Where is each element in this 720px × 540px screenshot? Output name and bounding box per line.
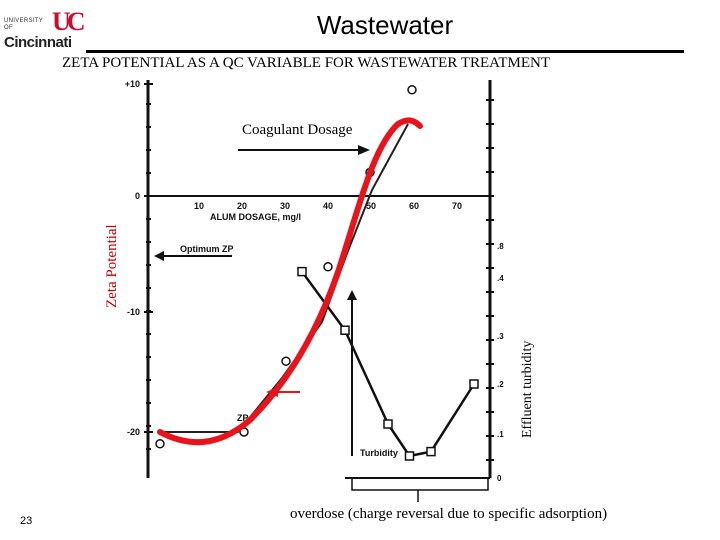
zp-point bbox=[281, 356, 291, 366]
turbidity-point bbox=[297, 266, 307, 277]
coagulant-dosage-label: Coagulant Dosage bbox=[242, 122, 353, 138]
turbidity-points bbox=[297, 266, 479, 461]
left-tick-label: -10 bbox=[127, 307, 140, 317]
turbidity-series-line bbox=[300, 270, 476, 458]
page-number: 23 bbox=[20, 515, 33, 527]
effluent-turbidity-axis-label: Effluent turbidity bbox=[520, 340, 535, 438]
scan-axes bbox=[146, 80, 492, 479]
overdose-bracket bbox=[351, 478, 489, 502]
university-logo: UNIVERSITY OF UC Cincinnati bbox=[4, 8, 88, 52]
turbidity-point bbox=[469, 379, 479, 389]
logo-uc-monogram: UC bbox=[52, 7, 86, 36]
left-axis-ticks: +10 0 -10 -20 bbox=[125, 79, 153, 450]
right-tick-label: .8 bbox=[497, 242, 504, 251]
logo-university-of: UNIVERSITY OF bbox=[4, 18, 43, 31]
slide-subtitle: ZETA POTENTIAL AS A QC VARIABLE FOR WAST… bbox=[62, 55, 550, 71]
zp-points bbox=[155, 85, 417, 449]
vertical-dose-arrow bbox=[347, 290, 357, 456]
optimum-zp-label: Optimum ZP bbox=[180, 244, 234, 254]
right-tick-label: .1 bbox=[497, 430, 504, 439]
x-tick-label: 30 bbox=[280, 201, 290, 211]
left-tick-label: 0 bbox=[135, 191, 140, 201]
turbidity-point bbox=[404, 451, 415, 461]
right-tick-label: .2 bbox=[497, 380, 504, 389]
turbidity-point bbox=[383, 419, 393, 429]
zp-red-highlight-curve bbox=[157, 117, 423, 446]
optimum-zp-arrow: Optimum ZP bbox=[154, 244, 234, 261]
red-arrow bbox=[266, 387, 300, 397]
right-tick-label: .3 bbox=[497, 332, 504, 341]
x-axis-ticks: 10 20 30 40 50 60 70 bbox=[194, 201, 462, 211]
x-axis-label: ALUM DOSAGE, mg/l bbox=[210, 212, 301, 222]
zp-point bbox=[155, 439, 165, 449]
right-axis-ticks: .8 .4 .3 .2 .1 0 bbox=[486, 99, 504, 483]
turbidity-label: Turbidity bbox=[360, 448, 398, 458]
zeta-potential-axis-label: Zeta Potential bbox=[104, 224, 120, 308]
turbidity-point bbox=[426, 446, 436, 457]
x-tick-label: 40 bbox=[323, 201, 333, 211]
x-tick-label: 10 bbox=[194, 201, 204, 211]
zp-label: ZP bbox=[237, 413, 249, 423]
overdose-note: overdose (charge reversal due to specifi… bbox=[290, 506, 608, 522]
left-tick-label: +10 bbox=[125, 79, 140, 89]
left-tick-label: -20 bbox=[127, 427, 140, 437]
x-tick-label: 60 bbox=[409, 201, 419, 211]
turbidity-point bbox=[340, 325, 350, 335]
slide-title: Wastewater bbox=[316, 10, 454, 40]
logo-cincinnati: Cincinnati bbox=[4, 34, 72, 51]
title-divider bbox=[86, 50, 684, 53]
zp-point bbox=[407, 85, 417, 95]
right-tick-label: .4 bbox=[497, 274, 504, 283]
x-tick-label: 50 bbox=[366, 201, 376, 211]
coagulant-dosage-arrow bbox=[238, 145, 370, 155]
x-tick-label: 20 bbox=[237, 201, 247, 211]
x-tick-label: 70 bbox=[452, 201, 462, 211]
right-tick-label: 0 bbox=[497, 474, 502, 483]
zp-point bbox=[323, 262, 333, 272]
